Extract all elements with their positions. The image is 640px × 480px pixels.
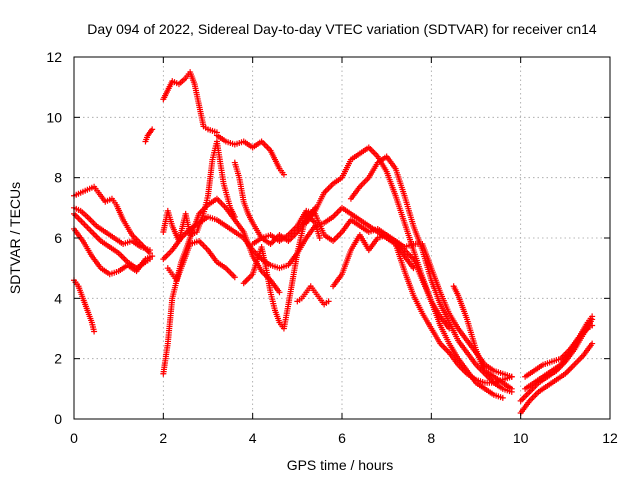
series-arc-11 <box>164 238 238 284</box>
data-point <box>589 340 596 347</box>
data-point <box>146 247 153 254</box>
y-tick-label: 12 <box>46 49 62 65</box>
grid-lines <box>74 57 610 419</box>
x-tick-label: 2 <box>159 430 167 446</box>
data-point <box>276 289 283 296</box>
x-tick-label: 4 <box>249 430 257 446</box>
series-arc-6 <box>142 126 156 145</box>
x-tick-label: 0 <box>70 430 78 446</box>
data-point <box>508 373 515 380</box>
series-arc-7 <box>160 69 220 136</box>
y-axis-label: SDTVAR / TECUs <box>7 182 23 294</box>
y-tick-label: 10 <box>46 109 62 125</box>
y-tick-label: 4 <box>54 290 62 306</box>
series-arc-10 <box>160 138 238 245</box>
data-point <box>280 171 287 178</box>
y-tick-labels: 0 2 4 6 8 10 12 <box>46 49 62 427</box>
series-arc-19 <box>347 153 515 395</box>
data-point <box>499 394 506 401</box>
series-arc-21 <box>450 283 515 392</box>
x-tick-labels: 0 2 4 6 8 10 12 <box>70 430 618 446</box>
x-tick-label: 10 <box>513 430 529 446</box>
data-point <box>325 298 332 305</box>
x-tick-label: 12 <box>602 430 618 446</box>
series-arc-18 <box>330 231 515 386</box>
chart-title: Day 094 of 2022, Sidereal Day-to-day VTE… <box>87 21 597 37</box>
y-tick-label: 6 <box>54 230 62 246</box>
data-point <box>231 213 238 220</box>
series-arc-8 <box>213 132 287 178</box>
y-tick-label: 2 <box>54 351 62 367</box>
series-arc-5 <box>71 277 98 335</box>
data-point <box>589 322 596 329</box>
series-arc-22 <box>517 340 596 416</box>
data-point <box>91 328 98 335</box>
x-tick-label: 6 <box>338 430 346 446</box>
x-axis-label: GPS time / hours <box>287 457 394 473</box>
x-tick-label: 8 <box>427 430 435 446</box>
series-arc-14 <box>240 210 323 332</box>
data-marks <box>71 69 596 416</box>
series-arc-2 <box>71 204 153 254</box>
y-tick-label: 0 <box>54 411 62 427</box>
data-point <box>231 274 238 281</box>
data-point <box>316 235 323 241</box>
data-point <box>508 385 515 392</box>
data-point <box>410 265 417 272</box>
series-arc-25 <box>522 322 596 392</box>
series-arc-4 <box>71 225 156 278</box>
series-arc-3 <box>71 210 153 272</box>
data-point <box>589 313 596 320</box>
y-tick-label: 8 <box>54 170 62 186</box>
axis-ticks <box>73 56 611 420</box>
data-point <box>149 126 156 133</box>
data-point <box>149 253 156 260</box>
series-arc-17 <box>294 283 332 308</box>
